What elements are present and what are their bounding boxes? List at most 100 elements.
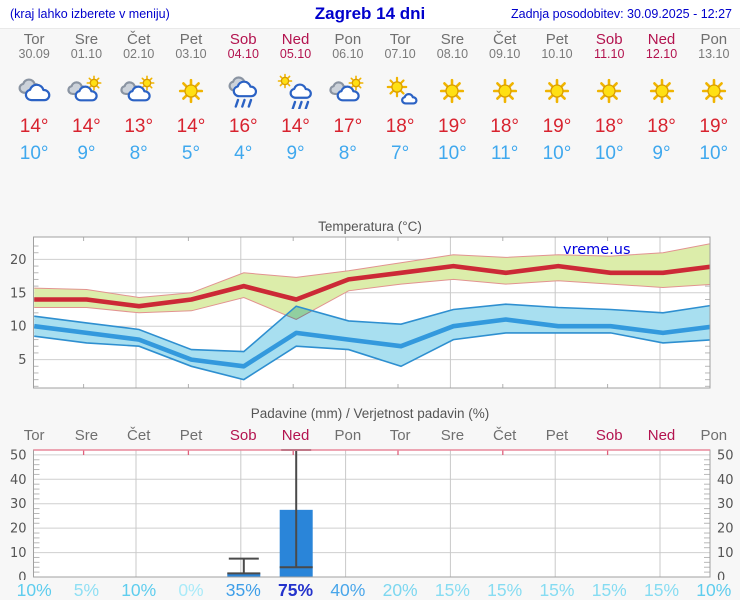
precip-probability: 5% [73,580,100,600]
max-temperature: 19° [699,116,729,137]
weather-icon-box [217,63,269,113]
min-temperature: 10° [594,143,624,164]
min-temperature: 9° [77,143,96,164]
min-temperature: 10° [699,143,729,164]
min-temperature: 8° [129,143,148,164]
day-column: Tor 07.10 18° 7° [374,32,426,167]
precip-day-label: Sre [440,427,465,444]
max-temperature: 17° [333,116,363,137]
day-name: Pon [334,31,362,48]
svg-text:30: 30 [717,497,734,512]
day-date: 30.09 [18,47,50,61]
precip-day-label: Ned [281,427,310,444]
precip-day-label: Sob [229,427,257,444]
svg-text:20: 20 [717,522,734,537]
rain-icon [228,76,258,108]
max-temperature: 14° [176,116,206,137]
weather-icon-box [269,63,321,113]
watermark-link[interactable]: vreme.us [563,242,631,258]
precip-day-label: Čet [127,427,151,444]
weather-icon-box [635,63,687,113]
weather-icon-box [479,63,531,113]
sunny-icon [492,78,517,104]
precip-probability: 15% [434,580,470,600]
precip-probability: 15% [644,580,680,600]
min-temperature: 10° [19,143,49,164]
precip-probability: 15% [591,580,627,600]
min-temperature: 11° [491,143,519,164]
day-date: 07.10 [384,47,416,61]
day-date: 05.10 [279,47,312,61]
day-name: Sre [74,31,99,48]
svg-text:20: 20 [10,522,27,537]
partly-cloudy-icon [120,75,155,102]
day-name: Pon [700,31,728,48]
day-column: Ned 12.10 18° 9° [635,32,687,167]
day-date: 06.10 [332,47,364,61]
max-temperature: 14° [281,116,310,137]
max-temperature: 14° [19,116,49,137]
max-temperature: 18° [385,116,415,137]
precip-day-label: Sre [74,427,99,444]
precip-probability: 10% [16,580,52,600]
weather-icon-box [426,63,478,113]
precip-probability: 35% [225,580,261,600]
day-column: Pet 03.10 14° 5° [165,32,217,167]
precipitation-chart: 0 0 10 10 20 20 30 30 40 40 50 50 [10,448,734,581]
weather-icon-box [531,63,583,113]
forecast-strip: Tor 30.09 14° 10° Sre 01.10 14° 9° Čet 02.10 13° 8°… [8,32,740,167]
svg-text:0: 0 [18,571,26,581]
sunny-icon [701,78,726,104]
weather-icon-box [113,63,165,113]
svg-text:15: 15 [10,286,27,301]
sunny-icon [544,78,570,104]
day-name: Čet [127,31,151,48]
precip-probability: 15% [487,580,523,600]
precip-day-label: Pon [334,427,362,444]
day-name: Sob [595,31,623,48]
cloudy-icon [18,78,51,102]
day-date: 08.10 [436,47,469,61]
day-date: 04.10 [227,47,259,61]
weather-icon-box [60,63,112,113]
partly-cloudy-icon [329,75,364,102]
day-column: Čet 09.10 18° 11° [479,32,531,167]
day-column: Pet 10.10 19° 10° [531,32,583,167]
last-update: Zadnja posodobitev: 30.09.2025 - 12:27 [510,7,732,21]
precip-day-labels: Tor Sre Čet Pet Sob Ned Pon Tor Sre Čet Pet Sob Ned P… [8,427,740,444]
weather-icon-box [322,63,374,113]
svg-text:50: 50 [717,448,734,463]
day-name: Sob [229,31,257,48]
svg-text:30: 30 [10,497,27,512]
day-name: Čet [493,31,517,48]
day-name: Tor [389,31,411,48]
precip-day-label: Tor [23,427,45,444]
day-date: 10.10 [541,47,573,61]
weather-icon-box [688,63,740,113]
sun-rain-icon [277,73,312,110]
day-date: 02.10 [123,47,155,61]
min-temperature: 4° [234,143,253,164]
day-name: Pet [179,31,203,48]
day-column: Sre 08.10 19° 10° [426,32,478,167]
day-column: Sob 04.10 16° 4° [217,32,269,167]
max-temperature: 18° [594,116,624,137]
mostly-sunny-icon [386,76,418,105]
day-date: 13.10 [698,47,730,61]
max-temperature: 13° [124,116,154,137]
precip-day-label: Pet [545,427,569,444]
day-column: Čet 02.10 13° 8° [113,32,165,167]
svg-text:50: 50 [10,448,27,463]
min-temperature: 10° [438,143,467,164]
weather-icon-box [165,63,217,113]
sunny-icon [649,78,674,104]
header: (kraj lahko izberete v meniju) Zagreb 14… [0,0,740,29]
day-date: 12.10 [645,47,678,61]
precip-day-label: Sob [595,427,623,444]
max-temperature: 19° [438,116,467,137]
precipitation-chart-title: Padavine (mm) / Verjetnost padavin (%) [250,406,490,421]
weather-icon-box [583,63,635,113]
temperature-chart: 5 10 15 20 vreme.us [10,236,711,389]
day-name: Ned [647,31,676,48]
max-temperature: 18° [647,116,676,137]
